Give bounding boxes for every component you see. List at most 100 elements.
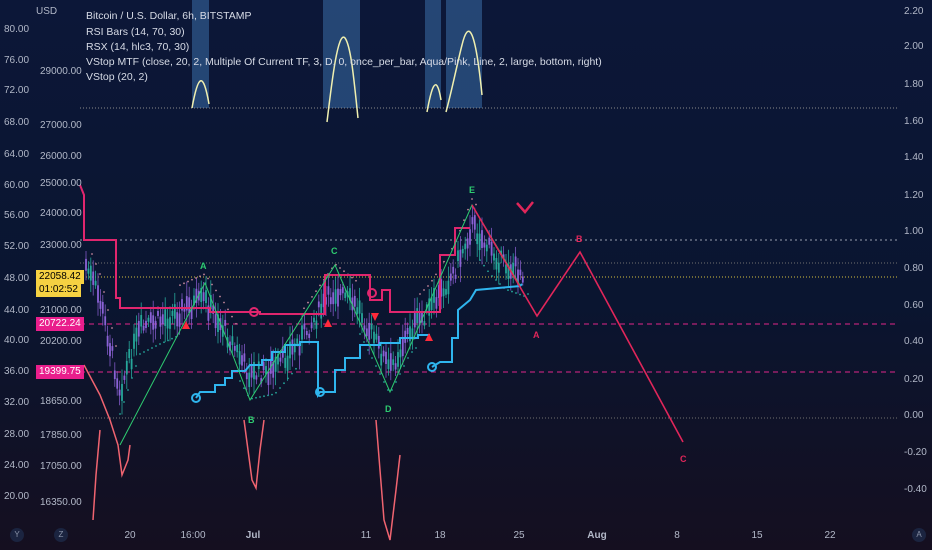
vstop-dot	[147, 349, 149, 351]
projection-label-b: B	[576, 234, 583, 244]
candle-body	[97, 285, 99, 303]
candle-body	[512, 262, 515, 275]
legend-rsi-bars[interactable]: RSI Bars (14, 70, 30)	[86, 26, 185, 38]
candle-body	[255, 375, 258, 380]
candle-body	[154, 320, 157, 329]
candle-body	[464, 243, 467, 250]
vstop-dot	[259, 396, 261, 398]
vstop-dot	[275, 391, 277, 394]
candle-body	[449, 273, 452, 281]
vstop-dot	[403, 365, 405, 367]
vstop-dot	[371, 357, 373, 359]
candle-body	[435, 297, 438, 309]
time-axis-tick: 20	[124, 530, 136, 541]
vstop-dot	[423, 289, 425, 291]
candle-body	[277, 354, 279, 365]
vstop-dot	[223, 301, 225, 304]
candle-body	[394, 363, 397, 370]
vstop-dot	[491, 275, 493, 277]
candle-body	[385, 351, 387, 365]
vstop-dot	[207, 277, 209, 280]
candle-body	[147, 317, 150, 322]
candle-body	[437, 285, 440, 298]
vstop-dot	[367, 349, 369, 351]
candle-body	[250, 364, 253, 378]
legend-rsx[interactable]: RSX (14, hlc3, 70, 30)	[86, 41, 190, 53]
legend-vstop-mtf[interactable]: VStop MTF (close, 20, 2, Multiple Of Cur…	[86, 56, 602, 68]
candle-body	[375, 333, 378, 340]
candle-body	[243, 353, 246, 362]
candle-body	[166, 318, 169, 329]
vstop-dot	[419, 293, 421, 295]
auto-scale-button[interactable]: A	[912, 528, 926, 542]
candle-body	[389, 353, 392, 371]
candle-body	[401, 339, 404, 357]
left-axis-tick: 72.00	[4, 85, 30, 96]
price-level-tag: 20722.24	[36, 317, 84, 331]
candle-body	[423, 321, 426, 326]
candle-body	[380, 353, 383, 366]
vstop-dot	[243, 387, 245, 390]
left-axis-tick: 32.00	[4, 397, 30, 408]
candle-body	[106, 335, 109, 347]
vstop-dot	[471, 198, 473, 200]
candle-body	[502, 254, 505, 259]
candle-body	[181, 299, 183, 311]
candle-body	[231, 336, 234, 346]
candle-body	[315, 320, 318, 329]
candle-body	[85, 258, 87, 271]
candle-body	[289, 341, 291, 359]
candle-body	[149, 312, 152, 323]
chart-title[interactable]: Bitcoin / U.S. Dollar, 6h, BITSTAMP	[86, 10, 252, 22]
candle-body	[313, 317, 315, 323]
candle-body	[272, 361, 275, 378]
legend-vstop[interactable]: VStop (20, 2)	[86, 71, 148, 83]
right-axis-tick: 1.80	[904, 79, 924, 90]
candle-body	[334, 289, 337, 304]
candle-body	[521, 276, 524, 283]
candle-body	[135, 327, 138, 342]
vstop-dot	[195, 277, 197, 279]
candle-body	[293, 343, 296, 353]
candle-body	[322, 293, 325, 308]
candle-body	[440, 279, 443, 297]
vstop-dot	[443, 260, 445, 263]
candle-body	[447, 280, 450, 295]
price-axis-tick: 18650.00	[40, 396, 82, 407]
candle-body	[118, 389, 121, 396]
pattern-label-c: C	[331, 246, 338, 256]
vstop-dot	[239, 380, 241, 382]
vstop-dot	[375, 365, 377, 367]
left-axis-tick: 60.00	[4, 180, 30, 191]
corner-button-y[interactable]: Y	[10, 528, 24, 542]
candle-body	[200, 287, 203, 303]
candle-body	[413, 311, 416, 328]
vstop-dot	[271, 393, 273, 396]
candle-body	[339, 289, 342, 296]
corner-button-z[interactable]: Z	[54, 528, 68, 542]
vstop-dot	[511, 290, 513, 293]
candle-body	[373, 331, 375, 344]
vstop-dot	[107, 309, 109, 311]
candle-body	[286, 355, 289, 371]
candle-body	[495, 257, 498, 270]
candle-body	[176, 312, 179, 327]
vstop-dot	[291, 372, 293, 375]
candle-body	[236, 344, 239, 353]
candle-body	[361, 313, 363, 323]
right-axis-tick: 0.80	[904, 263, 924, 274]
vstop-dot	[127, 389, 129, 391]
time-axis-tick: 22	[824, 530, 836, 541]
vstop-dot	[163, 341, 165, 344]
vstop-dot	[311, 295, 313, 298]
left-axis-tick: 36.00	[4, 366, 30, 377]
candle-body	[224, 319, 227, 326]
projection-label-c: C	[680, 454, 687, 464]
vstop-dot	[131, 377, 133, 379]
candle-body	[519, 269, 522, 276]
candle-body	[404, 330, 407, 343]
candle-body	[193, 295, 195, 306]
vstop-dot	[359, 333, 361, 335]
candle-body	[433, 288, 435, 303]
